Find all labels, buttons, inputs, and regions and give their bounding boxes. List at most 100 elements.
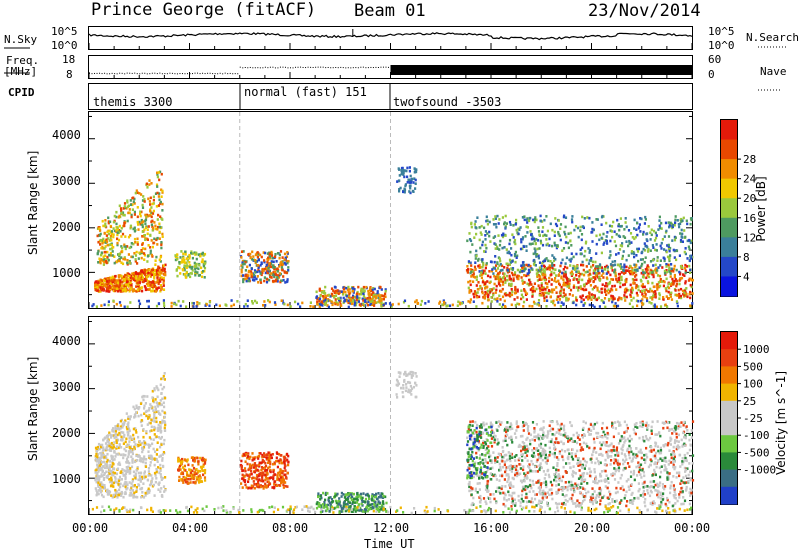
heatmap-cell: [127, 278, 130, 281]
heatmap-cell: [163, 378, 166, 381]
heatmap-cell: [134, 428, 137, 432]
heatmap-cell: [547, 259, 550, 263]
heatmap-cell: [127, 455, 130, 459]
heatmap-cell: [483, 294, 486, 297]
heatmap-cell: [546, 282, 549, 285]
heatmap-cell: [611, 269, 614, 272]
heatmap-cell: [523, 269, 526, 273]
heatmap-cell: [480, 287, 483, 290]
freq-point: [357, 67, 359, 69]
heatmap-cell: [625, 277, 628, 281]
heatmap-cell: [596, 218, 599, 221]
heatmap-cell: [285, 271, 288, 275]
heatmap-cell: [107, 300, 110, 303]
heatmap-cell: [261, 458, 264, 462]
heatmap-cell: [177, 458, 180, 461]
heatmap-cell: [240, 250, 244, 253]
heatmap-cell: [607, 282, 610, 286]
heatmap-cell: [403, 299, 407, 303]
heatmap-cell: [126, 245, 129, 248]
freq-point: [234, 73, 236, 75]
heatmap-cell: [143, 269, 146, 273]
heatmap-cell: [253, 486, 256, 490]
heatmap-cell: [330, 292, 333, 296]
heatmap-cell: [537, 230, 541, 233]
heatmap-cell: [529, 281, 532, 284]
heatmap-cell: [538, 269, 541, 273]
heatmap-cell: [106, 250, 109, 254]
heatmap-cell: [605, 221, 608, 225]
heatmap-cell: [529, 230, 532, 233]
heatmap-cell: [342, 287, 345, 291]
freq-point: [121, 72, 123, 74]
heatmap-cell: [133, 229, 136, 233]
heatmap-cell: [265, 263, 268, 267]
heatmap-cell: [94, 476, 97, 480]
heatmap-cell: [403, 169, 406, 172]
heatmap-cell: [355, 298, 358, 302]
heatmap-cell: [503, 246, 506, 249]
heatmap-cell: [194, 480, 197, 484]
heatmap-cell: [414, 300, 417, 304]
heatmap-cell: [269, 462, 272, 466]
freq-point: [320, 66, 322, 68]
heatmap-cell: [659, 226, 662, 230]
heatmap-cell: [494, 217, 497, 220]
heatmap-cell: [562, 247, 566, 250]
heatmap-cell: [117, 453, 120, 456]
heatmap-cell: [682, 273, 685, 276]
heatmap-cell: [609, 253, 612, 257]
heatmap-cell: [566, 285, 569, 288]
heatmap-cell: [245, 486, 248, 489]
heatmap-cell: [609, 263, 613, 266]
heatmap-cell: [472, 280, 475, 283]
heatmap-cell: [510, 288, 513, 291]
heatmap-cell: [96, 463, 99, 467]
heatmap-cell: [142, 220, 145, 223]
heatmap-cell: [128, 481, 131, 484]
heatmap-cell: [573, 276, 576, 280]
heatmap-cell: [469, 250, 472, 254]
heatmap-cell: [635, 278, 638, 282]
heatmap-cell: [148, 483, 152, 487]
heatmap-cell: [256, 455, 259, 459]
heatmap-cell: [541, 230, 544, 233]
heatmap-cell: [270, 260, 273, 263]
freq-point: [204, 73, 206, 75]
heatmap-cell: [255, 464, 258, 467]
heatmap-cell: [145, 430, 148, 433]
heatmap-cell: [616, 280, 619, 283]
heatmap-cell: [378, 299, 381, 302]
heatmap-cell: [157, 282, 160, 286]
heatmap-cell: [254, 299, 257, 303]
heatmap-cell: [656, 288, 659, 291]
heatmap-cell: [140, 413, 143, 417]
heatmap-cell: [133, 474, 136, 478]
heatmap-cell: [643, 222, 646, 225]
heatmap-cell: [157, 302, 161, 306]
heatmap-cell: [530, 233, 533, 236]
heatmap-cell: [113, 467, 116, 471]
heatmap-cell: [478, 270, 481, 273]
heatmap-cell: [114, 475, 117, 479]
heatmap-cell: [514, 288, 517, 292]
heatmap-cell: [420, 299, 423, 303]
heatmap-cell: [120, 250, 123, 254]
heatmap-cell: [372, 291, 375, 294]
heatmap-cell: [94, 446, 98, 450]
heatmap-cell: [104, 258, 107, 261]
heatmap-cell: [665, 295, 668, 298]
heatmap-cell: [559, 264, 562, 268]
heatmap-cell: [609, 239, 612, 243]
heatmap-cell: [261, 467, 264, 471]
heatmap-cell: [137, 278, 140, 282]
heatmap-cell: [611, 295, 614, 298]
heatmap-cell: [658, 297, 661, 300]
heatmap-cell: [473, 265, 477, 269]
heatmap-cell: [271, 264, 275, 267]
heatmap-cell: [99, 489, 102, 492]
heatmap-cell: [278, 452, 281, 456]
heatmap-cell: [605, 282, 608, 285]
heatmap-cell: [150, 456, 154, 459]
heatmap-cell: [106, 440, 109, 443]
